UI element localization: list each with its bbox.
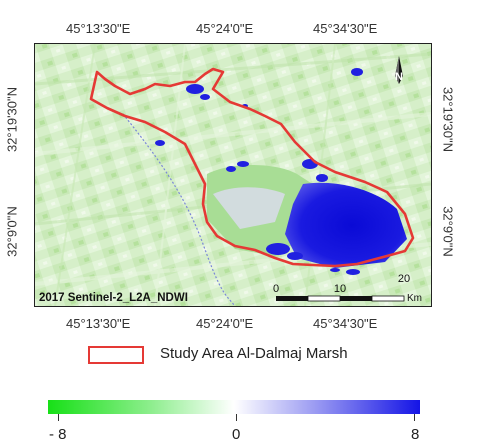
product-label: 2017 Sentinel-2_L2A_NDWI [39, 292, 188, 304]
right-latitude-label: 32°9'0"N [440, 206, 456, 257]
field-texture [35, 44, 431, 306]
left-latitude-label: 32°19'30"N [4, 86, 20, 153]
scale-unit: Km [407, 293, 422, 304]
top-longitude-label: 45°24'0"E [196, 21, 254, 36]
water-body-main [285, 182, 407, 268]
colorbar-min-label: - 8 [49, 426, 67, 443]
ndwi-map: 2017 Sentinel-2_L2A_NDWI 0 10 20 Km N [34, 43, 432, 307]
ndwi-raster: 2017 Sentinel-2_L2A_NDWI 0 10 20 Km N [35, 44, 431, 306]
colorbar-tick [414, 414, 415, 421]
colorbar-tick [58, 414, 59, 421]
top-longitude-label: 45°34'30"E [313, 21, 378, 36]
colorbar-tick [236, 414, 237, 421]
scale-label: 20 [398, 273, 410, 285]
top-longitude-label: 45°13'30"E [66, 21, 131, 36]
right-latitude-label: 32°19'30"N [440, 86, 456, 153]
study-area-legend-swatch [88, 346, 144, 364]
north-letter: N [395, 71, 403, 83]
colorbar-mid-label: 0 [232, 426, 241, 443]
north-arrow-icon: N [395, 56, 403, 84]
study-area-legend-label: Study Area Al-Dalmaj Marsh [160, 345, 348, 362]
bottom-longitude-label: 45°34'30"E [313, 316, 378, 331]
scale-label: 0 [273, 283, 279, 295]
bottom-longitude-label: 45°13'30"E [66, 316, 131, 331]
scale-label: 10 [334, 283, 346, 295]
bottom-longitude-label: 45°24'0"E [196, 316, 254, 331]
canal-line [122, 113, 236, 306]
ndwi-colorbar [48, 400, 420, 414]
scale-bar: 0 10 20 Km [273, 273, 422, 304]
colorbar-max-label: 8 [411, 426, 420, 443]
left-latitude-label: 32°9'0"N [4, 206, 20, 257]
study-area-boundary [89, 67, 415, 268]
